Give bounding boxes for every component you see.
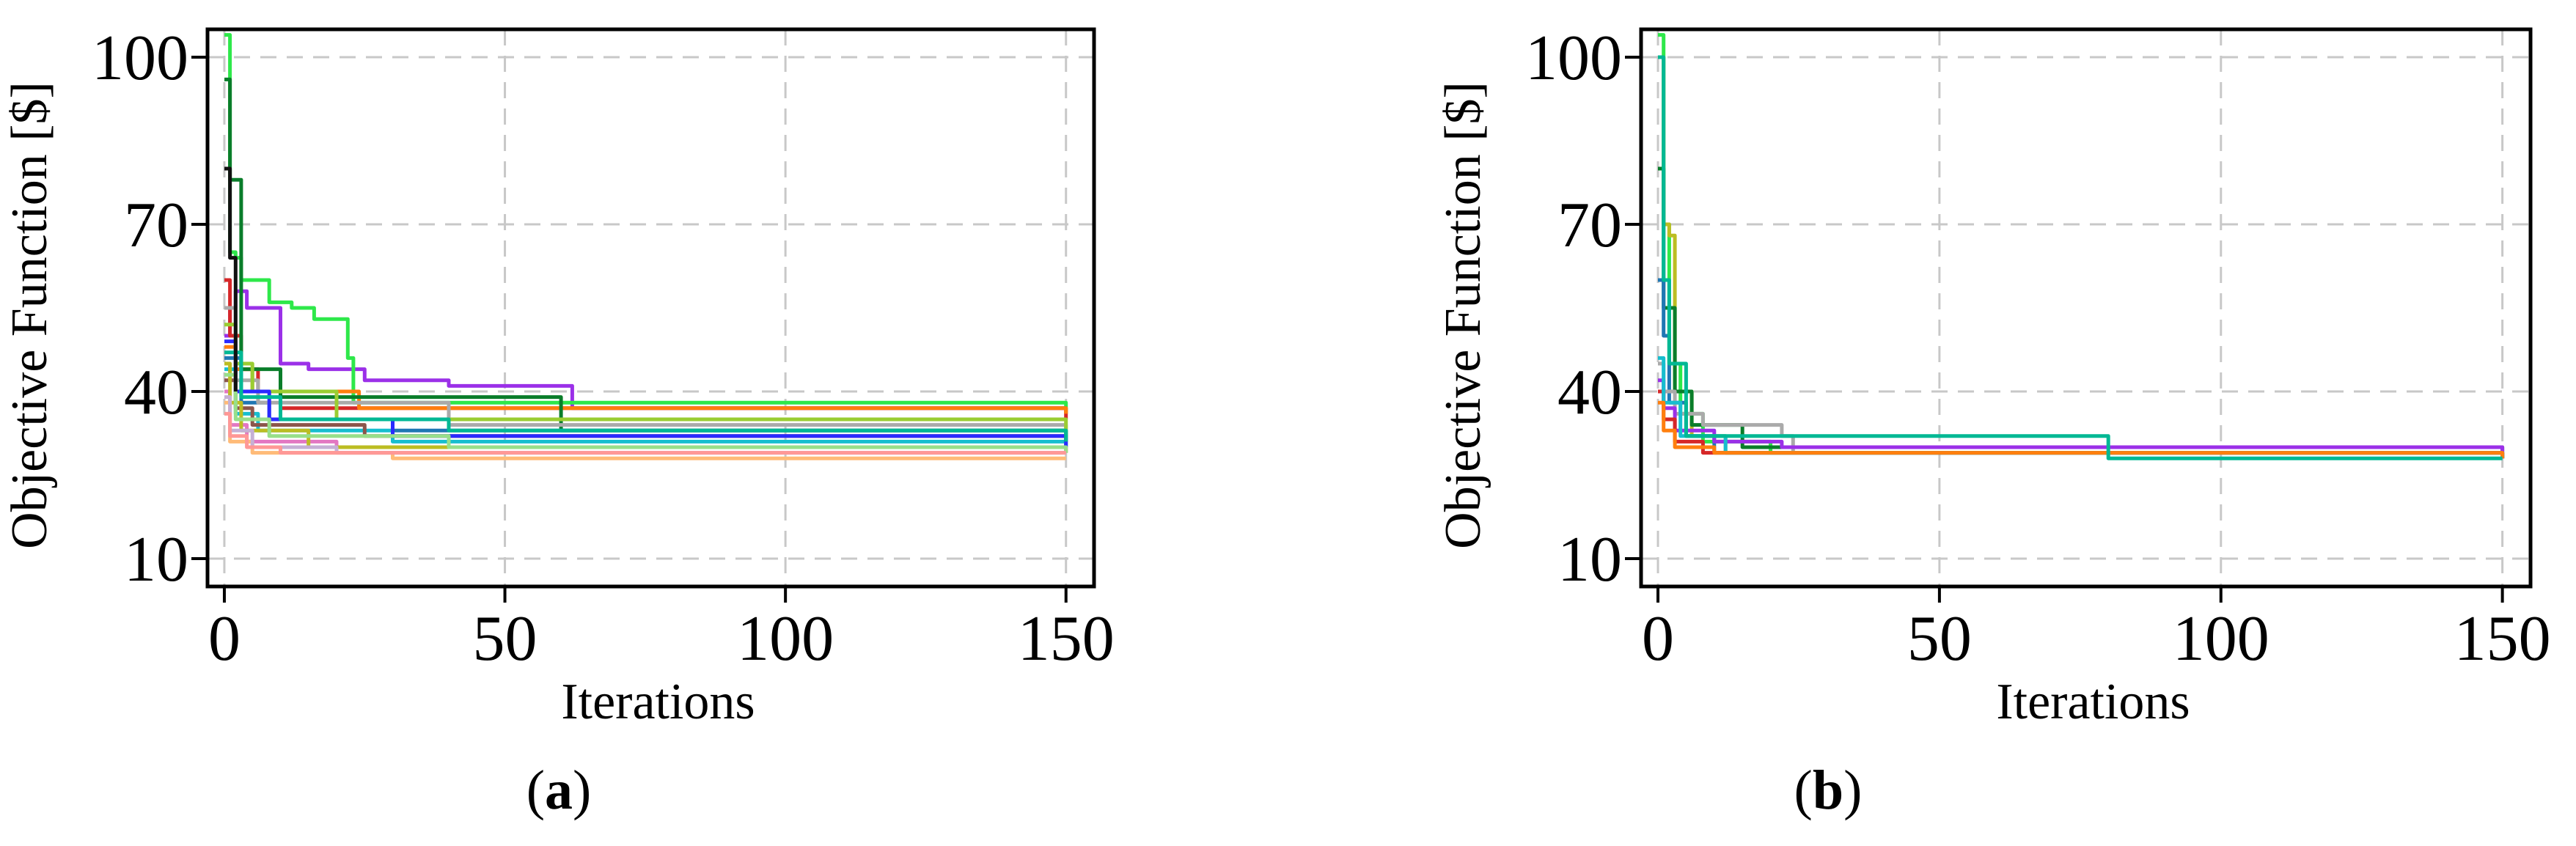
series-line — [1658, 361, 2503, 455]
y-tick-label: 70 — [124, 190, 188, 261]
x-tick-label: 100 — [2173, 603, 2269, 674]
y-tick-label: 10 — [1557, 524, 1622, 595]
series-line — [1658, 278, 2505, 459]
series-group — [224, 33, 1068, 460]
x-tick-label: 50 — [473, 603, 537, 674]
panel-caption-a: (a) — [526, 759, 592, 821]
series-line — [224, 389, 1068, 453]
panel-label-a: a — [545, 759, 573, 821]
x-tick-label: 100 — [737, 603, 834, 674]
series-line — [224, 33, 1068, 414]
x-tick-label: 150 — [1018, 603, 1115, 674]
series-line — [1658, 55, 2505, 459]
series-line — [1658, 400, 2505, 459]
panel-label-b: b — [1812, 759, 1844, 821]
x-tick-label: 50 — [1907, 603, 1972, 674]
x-tick-label: 0 — [208, 603, 241, 674]
y-axis-label: Objective Function [$] — [1, 81, 58, 549]
series-line — [224, 411, 1066, 455]
series-line — [1658, 166, 2505, 459]
series-line — [224, 166, 238, 391]
plot-frame — [1639, 27, 2533, 589]
y-tick-label: 40 — [124, 357, 188, 428]
y-tick-label: 70 — [1557, 190, 1622, 261]
x-axis-label: Iterations — [1996, 674, 2190, 730]
y-tick-label: 100 — [1525, 23, 1622, 94]
x-axis-label: Iterations — [561, 674, 755, 730]
series-line — [1658, 33, 2505, 459]
plot-frame — [205, 27, 1096, 589]
y-tick-label: 100 — [92, 23, 188, 94]
panel-a: 0 50 100 150 10 40 70 100 Iterations Objective Fu… — [1, 23, 1115, 821]
series-line — [1658, 356, 2505, 459]
x-tick-label: 150 — [2454, 603, 2551, 674]
y-axis-label: Objective Function [$] — [1435, 81, 1491, 549]
series-line — [224, 77, 1068, 436]
x-tick-label: 0 — [1642, 603, 1674, 674]
panel-caption-b: (b) — [1794, 759, 1863, 821]
grid — [208, 29, 1094, 586]
y-tick-label: 10 — [124, 524, 188, 595]
series-line — [224, 350, 1068, 442]
series-line — [224, 378, 1068, 442]
series-group — [1658, 33, 2505, 460]
series-line — [1658, 55, 2503, 460]
grid — [1641, 29, 2531, 586]
panel-b: 0 50 100 150 10 40 70 100 Iterations Objective Fu… — [1288, 0, 2575, 846]
y-tick-label: 40 — [1557, 357, 1622, 428]
